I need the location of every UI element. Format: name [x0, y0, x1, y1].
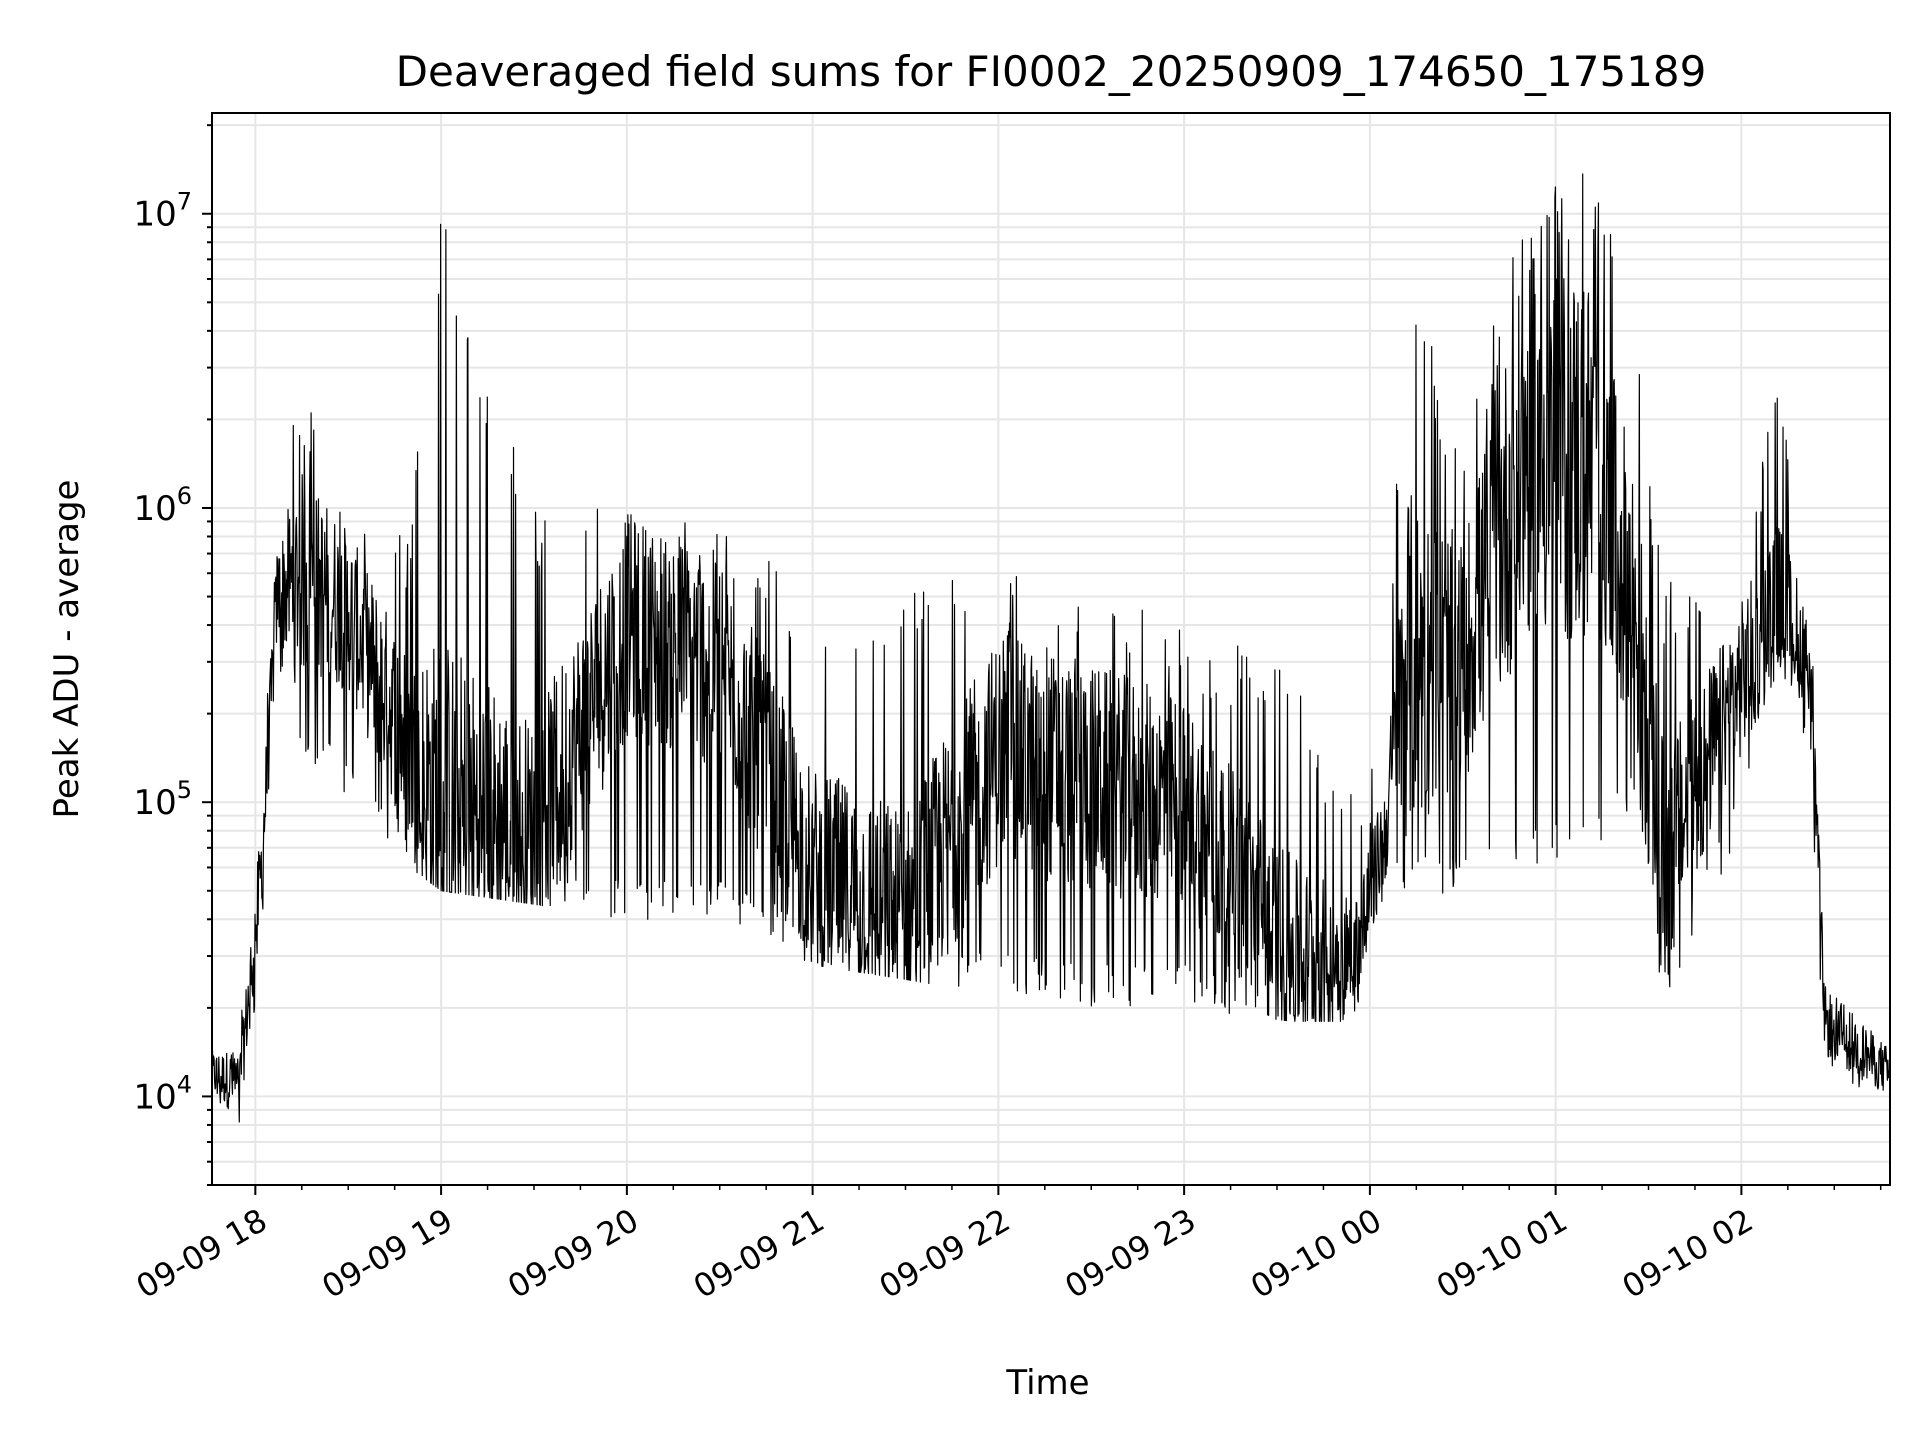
x-axis-label: Time	[1005, 1363, 1089, 1403]
y-tick-label: 104	[133, 1070, 192, 1117]
y-tick-label: 106	[133, 482, 192, 529]
y-axis: 104 105 106 107	[133, 124, 212, 1186]
y-tick-label: 105	[133, 776, 192, 823]
y-axis-label: Peak ADU - average	[47, 480, 87, 819]
y-tick-label: 107	[133, 188, 192, 235]
series-line	[211, 173, 1891, 1123]
series-trace	[211, 173, 1891, 1123]
plot-frame	[211, 112, 1891, 1186]
chart-title: Deaveraged field sums for FI0002_2025090…	[396, 47, 1707, 96]
